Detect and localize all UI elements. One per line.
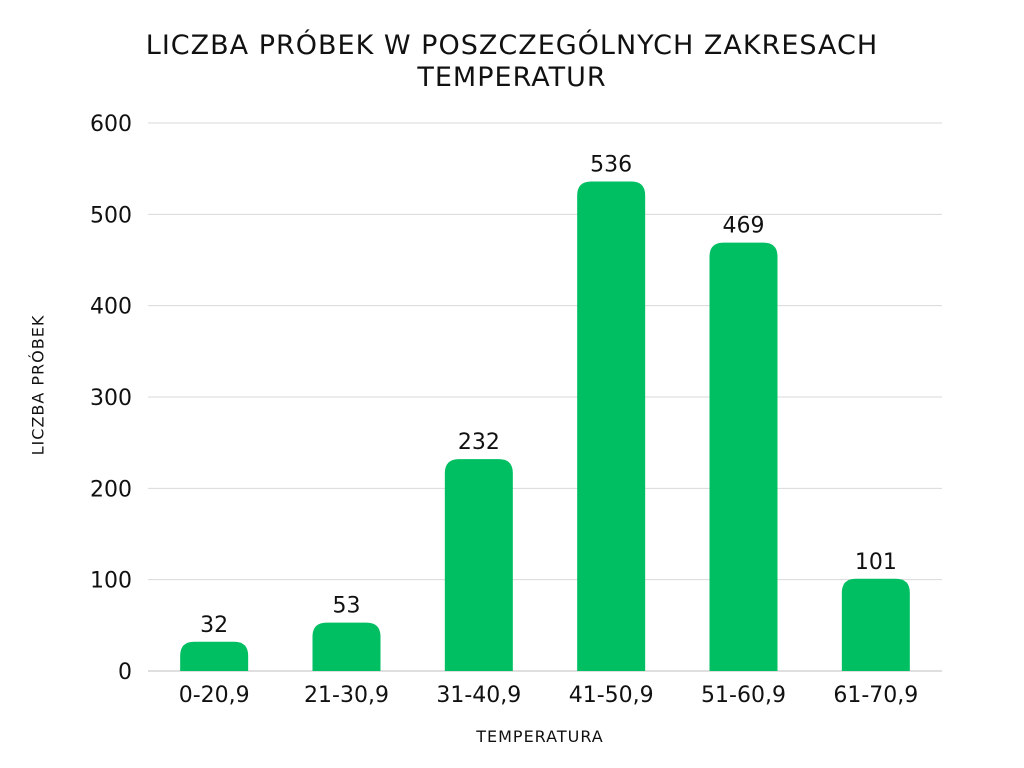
x-tick-label: 0-20,9	[179, 683, 250, 708]
x-tick-label: 51-60,9	[701, 683, 786, 708]
y-tick-label: 600	[90, 112, 132, 137]
chart-title: LICZBA PRÓBEK W POSZCZEGÓLNYCH ZAKRESACH…	[145, 30, 879, 93]
bar	[180, 641, 249, 671]
x-tick-label: 61-70,9	[833, 683, 918, 708]
x-axis-label: TEMPERATURA	[476, 727, 604, 746]
bar	[444, 459, 513, 671]
bar	[312, 622, 381, 671]
x-tick-label: 31-40,9	[436, 683, 521, 708]
bar	[841, 578, 910, 671]
y-tick-label: 200	[90, 477, 132, 502]
y-tick-label: 500	[90, 203, 132, 228]
bar	[577, 181, 646, 671]
data-label: 232	[458, 430, 500, 455]
y-tick-label: 100	[90, 569, 132, 594]
x-tick-label: 21-30,9	[304, 683, 389, 708]
data-label: 53	[333, 594, 361, 619]
y-tick-label: 400	[90, 295, 132, 320]
data-label: 536	[590, 152, 632, 177]
y-tick-label: 300	[90, 386, 132, 411]
y-tick-label: 0	[118, 660, 132, 685]
data-label: 32	[200, 613, 228, 638]
bar	[709, 242, 778, 671]
data-label: 469	[723, 214, 765, 239]
data-label: 101	[855, 550, 897, 575]
x-tick-label: 41-50,9	[569, 683, 654, 708]
